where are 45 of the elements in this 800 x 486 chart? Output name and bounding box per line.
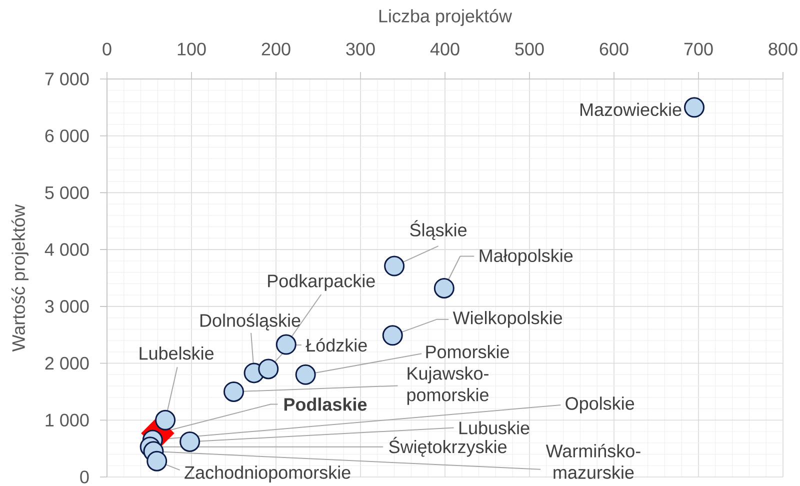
data-label: Pomorskie <box>426 345 509 358</box>
point <box>180 431 200 452</box>
x-tick-label: 100 <box>178 42 206 56</box>
x-tick-label: 700 <box>684 42 713 56</box>
data-label: Śląskie <box>410 220 466 240</box>
x-tick-label: 800 <box>768 42 798 56</box>
x-axis-title: Liczba projektów <box>379 9 512 26</box>
y-tick-label: 0 <box>80 470 89 484</box>
point <box>258 358 279 380</box>
data-label: Lubuskie <box>459 421 530 434</box>
data-label: Lubelskie <box>140 346 214 360</box>
point <box>224 381 244 402</box>
y-tick-label: 6 000 <box>45 129 89 142</box>
data-label: Opolskie <box>566 396 634 414</box>
data-label: Małopolskie <box>480 248 573 266</box>
data-label: Dolnośląskie <box>200 313 300 330</box>
data-label: Wielkopolskie <box>452 311 562 328</box>
x-tick-label: 400 <box>430 42 460 56</box>
data-label: Kujawsko-pomorskie <box>407 366 488 405</box>
point <box>295 364 316 385</box>
point <box>434 278 454 298</box>
point <box>382 325 403 346</box>
data-label: Łódzkie <box>306 338 367 352</box>
x-tick-label: 600 <box>600 42 628 56</box>
y-tick-label: 3 000 <box>45 300 89 313</box>
data-label: Podlaskie <box>284 398 367 411</box>
data-label: Podkarpackie <box>268 274 375 291</box>
y-axis-title: Wartość projektów <box>12 204 29 352</box>
x-tick-label: 200 <box>262 42 290 56</box>
data-label: Zachodniopomorskie <box>184 466 350 482</box>
y-tick-label: 7 000 <box>45 72 89 86</box>
x-tick-label: 500 <box>515 42 544 56</box>
point <box>276 334 296 355</box>
x-tick-label: 0 <box>102 42 112 56</box>
point <box>384 256 405 276</box>
y-tick-label: 2 000 <box>45 356 89 370</box>
x-tick-label: 300 <box>346 42 375 56</box>
point <box>155 410 176 430</box>
data-label: Warmińsko-mazurskie <box>546 444 640 479</box>
y-tick-label: 4 000 <box>44 243 89 256</box>
data-label: Świętokrzyskie <box>389 436 507 457</box>
point <box>684 97 705 118</box>
y-tick-label: 5 000 <box>45 186 89 200</box>
y-tick-label: 1 000 <box>46 414 89 426</box>
data-label: Mazowieckie <box>580 102 682 116</box>
